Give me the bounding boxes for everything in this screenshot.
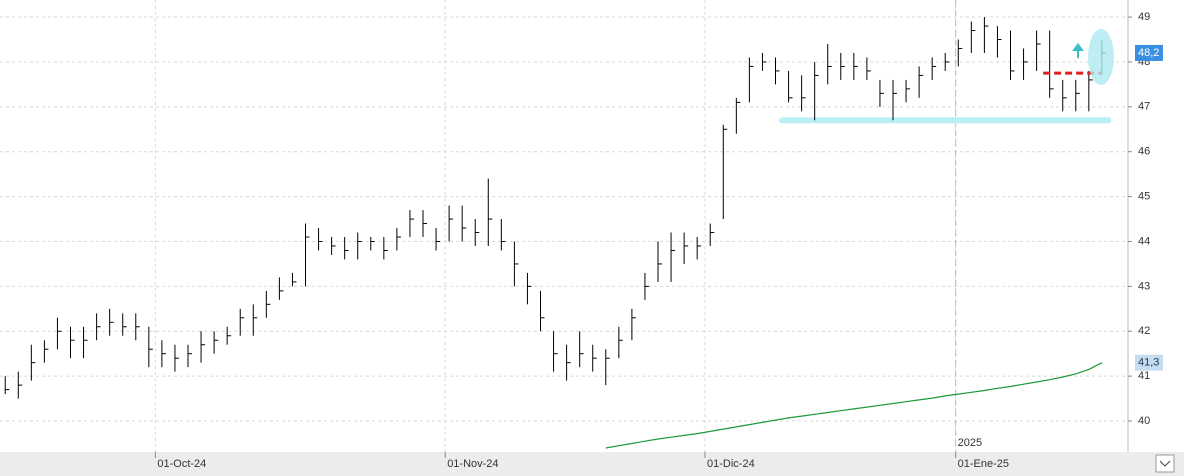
x-axis-band [0,452,1184,476]
y-tick-label: 47 [1138,101,1150,113]
x-tick-label: 01-Nov-24 [447,458,498,470]
moving-average-line [605,362,1103,449]
y-tick-label: 44 [1138,235,1150,247]
up-arrow [1072,43,1084,58]
last-average-box [1135,354,1163,371]
y-tick-label: 49 [1138,11,1150,23]
highlight-ellipse [1088,29,1114,85]
last-price-label: 48,2 [1138,47,1159,59]
y-tick-label: 48 [1138,56,1150,68]
last-price-box [1135,44,1163,61]
y-tick-label: 41 [1138,370,1150,382]
x-tick-label: 01-Ene-25 [958,458,1009,470]
last-average-label: 41,3 [1138,357,1159,369]
scroll-button[interactable] [1155,454,1175,473]
x-tick-label: 01-Dic-24 [707,458,755,470]
x-tick-label: 01-Oct-24 [157,458,206,470]
y-tick-label: 45 [1138,191,1150,203]
scroll-icon [1159,460,1171,467]
y-tick-label: 46 [1138,146,1150,158]
y-tick-label: 42 [1138,325,1150,337]
year-label: 2025 [958,437,982,449]
y-tick-label: 43 [1138,280,1150,292]
y-tick-label: 40 [1138,415,1150,427]
